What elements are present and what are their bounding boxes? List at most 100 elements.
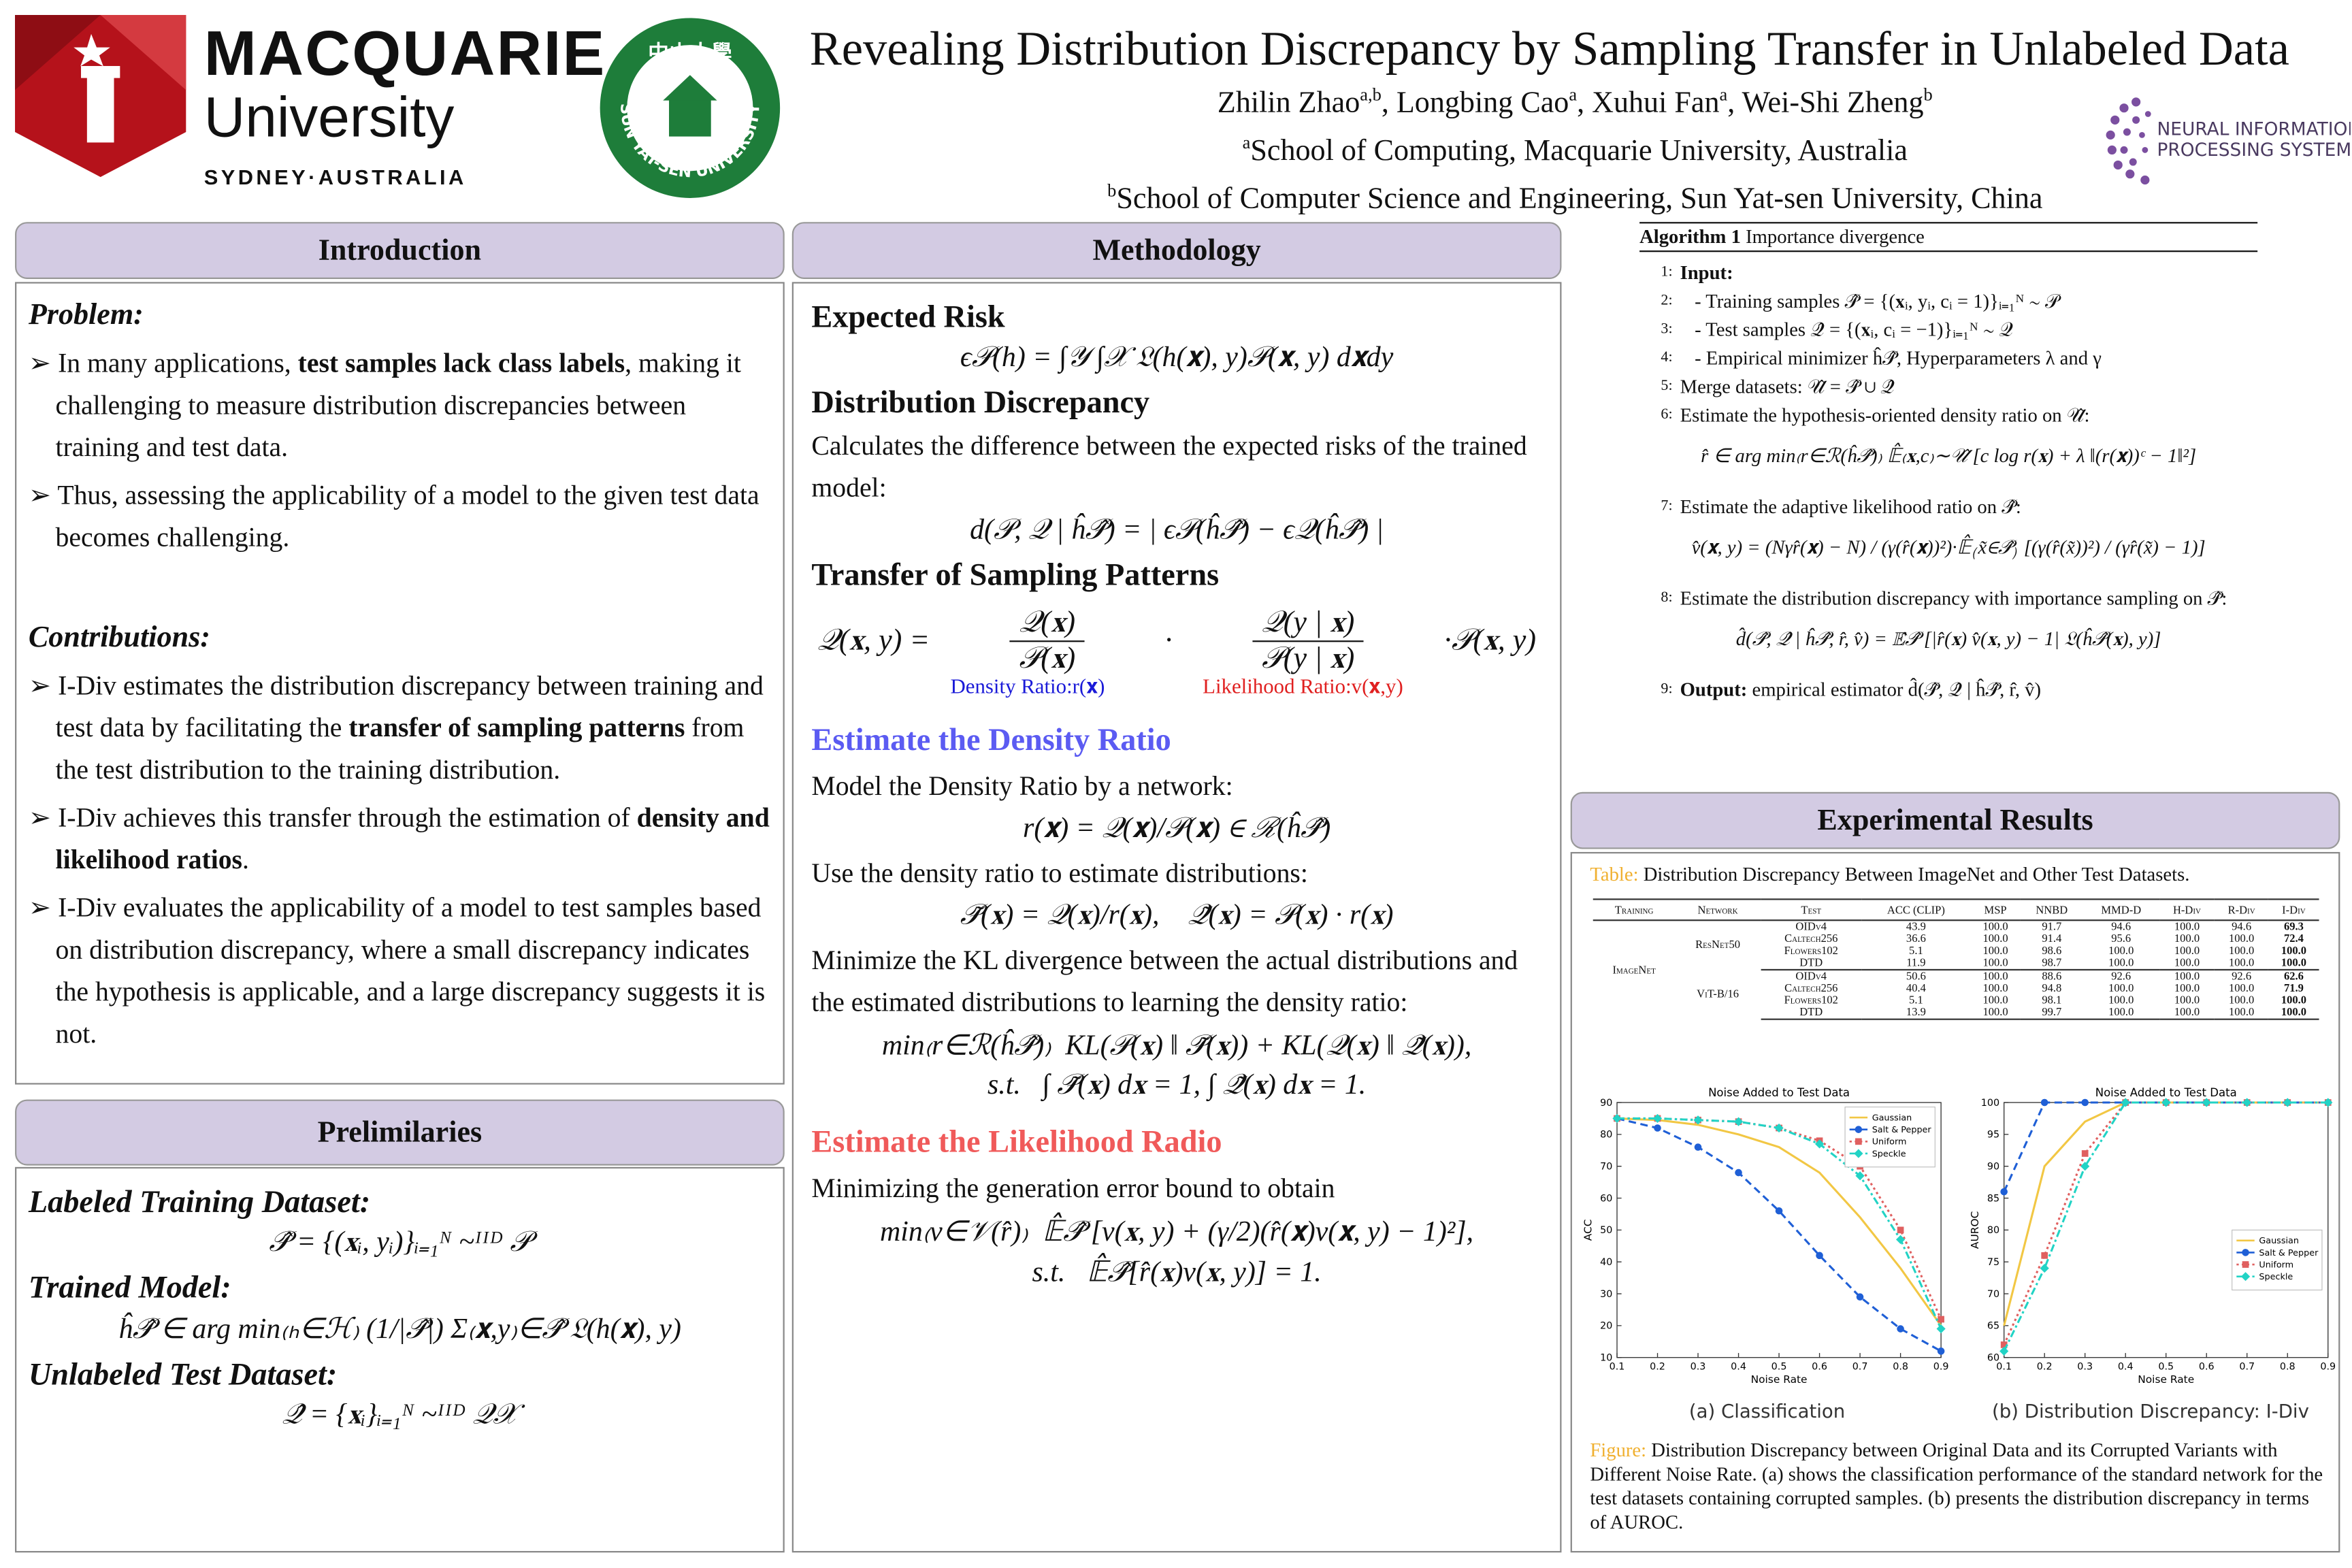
y-tick-label: 10 (1600, 1353, 1612, 1364)
algorithm-label: Algorithm 1 (1639, 225, 1741, 248)
logo-dot (2110, 115, 2120, 125)
line-number: 7: (1661, 497, 1673, 515)
x-tick-label: 0.2 (2037, 1361, 2053, 1372)
table-cell: 36.6 (1906, 931, 1926, 945)
denominator: 𝒫(y | 𝐱) (1261, 642, 1355, 675)
table-cell: 100.0 (2281, 956, 2307, 969)
table-cell: 50.6 (1861, 968, 1971, 983)
table-row: DTD 11.9 100.0 98.7 100.0 100.0 100.0 100.0 (1593, 957, 2319, 970)
table-row: ViT-B/16 OIDv4 50.6 100.0 88.6 92.6 100.0 92.6 6… (1593, 968, 2319, 1000)
point (2080, 1162, 2090, 1171)
paragraph: Minimizing the generation error bound to… (811, 1173, 1335, 1203)
text-run: Estimate the adaptive likelihood ratio o… (1680, 495, 2021, 518)
table-cell: 100.0 (1970, 968, 2021, 983)
macquarie-logo: MACQUARIE University SYDNEY·AUSTRALIA (204, 18, 606, 189)
table-cell: 95.6 (2111, 931, 2132, 945)
text-run: , making it challenging to measure distr… (55, 348, 741, 462)
table-cell: 11.9 (1906, 956, 1926, 969)
equation: r(𝐱) = 𝒬(𝐱)/𝒫(𝐱) ∈ ℛ(ĥ𝒫̂) (1023, 813, 1331, 845)
paragraph: Use the density ratio to estimate distri… (811, 858, 1308, 888)
fraction: 𝒬(y | 𝐱) 𝒫(y | 𝐱) (1252, 606, 1364, 676)
author-sup: b (1923, 84, 1933, 105)
paragraph: Minimize the KL divergence between the a… (811, 945, 1518, 1017)
series-line (2003, 1101, 2328, 1192)
denominator: 𝒫(𝐱) (1019, 642, 1076, 675)
text-run: I-Div evaluates the applicability of a m… (55, 892, 766, 1049)
table-row: ImageNet ResNet50 OIDv4 43.9 100.0 91.7 94.6 10… (1593, 919, 2319, 975)
series-line (2003, 1101, 2328, 1345)
point (2323, 1098, 2333, 1107)
table-cell: 5.1 (1909, 943, 1923, 958)
point (1652, 1113, 1663, 1124)
legend-label: Uniform (1872, 1137, 1907, 1147)
table-cell: 100.0 (2281, 943, 2307, 958)
point (1856, 1293, 1864, 1301)
algorithm-line: 1: Input: (1639, 258, 2257, 287)
table-cell: 100.0 (2082, 1006, 2160, 1020)
algorithm-line: 8: Estimate the distribution discrepancy … (1639, 583, 2257, 612)
text-run: Estimate the distribution discrepancy wi… (1680, 586, 2227, 609)
point (2081, 1150, 2089, 1157)
table-cell: 100.0 (2214, 1006, 2269, 1020)
x-tick-label: 0.7 (1852, 1361, 1868, 1372)
macquarie-text: SYDNEY·AUSTRALIA (203, 165, 467, 189)
legend-label: Gaussian (1872, 1113, 1912, 1123)
bold-run: density and likelihood ratios (55, 802, 770, 875)
logo-dot (2125, 169, 2135, 179)
bullet-item: I-Div estimates the distribution discrep… (29, 664, 771, 790)
point (1855, 1126, 1863, 1133)
table-cell: 94.6 (2082, 919, 2160, 933)
legend-label: Salt & Pepper (1872, 1125, 1932, 1135)
author-name: , Xuhui Fan (1577, 86, 1720, 120)
chart-title: Noise Added to Test Data (1708, 1086, 1850, 1099)
column-header: Network (1675, 898, 1761, 921)
line-number: 2: (1661, 292, 1673, 310)
column-header: MMD-D (2082, 898, 2160, 921)
y-tick-label: 90 (1600, 1098, 1612, 1109)
x-tick-label: 0.8 (2280, 1361, 2296, 1372)
point (1937, 1348, 1945, 1355)
table-cell: 100.0 (2229, 981, 2255, 995)
table-cell: 100.0 (2229, 943, 2255, 958)
logo-dot (2107, 145, 2117, 155)
paragraph: Model the Density Ratio by a network: (811, 770, 1233, 801)
series-line (1616, 1117, 1942, 1326)
table-cell: 100.0 (2159, 1006, 2215, 1020)
logo-dot (2106, 130, 2115, 140)
equation: ϵ𝒫(h) = ∫𝒴 ∫𝒳 𝔏(h(𝐱), y)𝒫(𝐱, y) d𝐱dy (960, 342, 1394, 374)
point (1895, 1235, 1906, 1245)
table-cell: 100.0 (1982, 993, 2008, 1007)
point (1855, 1138, 1862, 1145)
table-cell: 100.0 (2229, 993, 2255, 1007)
table-row: Flowers102 5.1 100.0 98.6 100.0 100.0 100.0 100… (1593, 943, 2319, 958)
point (2000, 1188, 2008, 1196)
x-tick-label: 0.8 (1893, 1361, 1908, 1372)
point (1897, 1226, 1904, 1234)
table-cell: 100.0 (2108, 943, 2134, 958)
aff-text: School of Computing, Macquarie Universit… (1250, 134, 1908, 168)
table-cell: ImageNet (1612, 962, 1656, 977)
y-axis-label: ACC (1582, 1219, 1595, 1241)
point (2242, 1249, 2249, 1256)
logo-dot (2129, 158, 2137, 166)
point (2283, 1098, 2292, 1107)
table-cell: 100.0 (2174, 931, 2200, 945)
equation-part: ·𝒫(𝐱, y) (1443, 623, 1536, 657)
table-cell: 100.0 (2159, 968, 2215, 983)
table-row: Caltech256 36.6 100.0 91.4 95.6 100.0 100.0 72.… (1593, 931, 2319, 945)
table-cell: ViT-B/16 (1697, 987, 1739, 1001)
line-text: - Empirical minimizer ĥ𝒫̂, Hyperparamete… (1680, 344, 2102, 372)
section-heading: Transfer of Sampling Patterns (811, 556, 1220, 593)
point (2161, 1098, 2171, 1107)
algorithm: Algorithm 1 Importance divergence 1: Input… (1639, 222, 2258, 704)
column-header: Training (1592, 898, 1676, 921)
point (1775, 1207, 1783, 1215)
y-tick-label: 20 (1600, 1321, 1612, 1332)
figure-caption: Figure: Distribution Discrepancy between… (1590, 1439, 2325, 1535)
equation: 𝒫̃(𝐱) = 𝒬(𝐱)/r(𝐱), 𝒬̃(𝐱) = 𝒫(𝐱) · r(𝐱) (960, 900, 1394, 932)
text-run: Estimate the hypothesis-oriented density… (1680, 403, 2090, 426)
table-cell: 13.9 (1861, 1006, 1971, 1020)
bullet-item: I-Div achieves this transfer through the… (29, 796, 771, 880)
